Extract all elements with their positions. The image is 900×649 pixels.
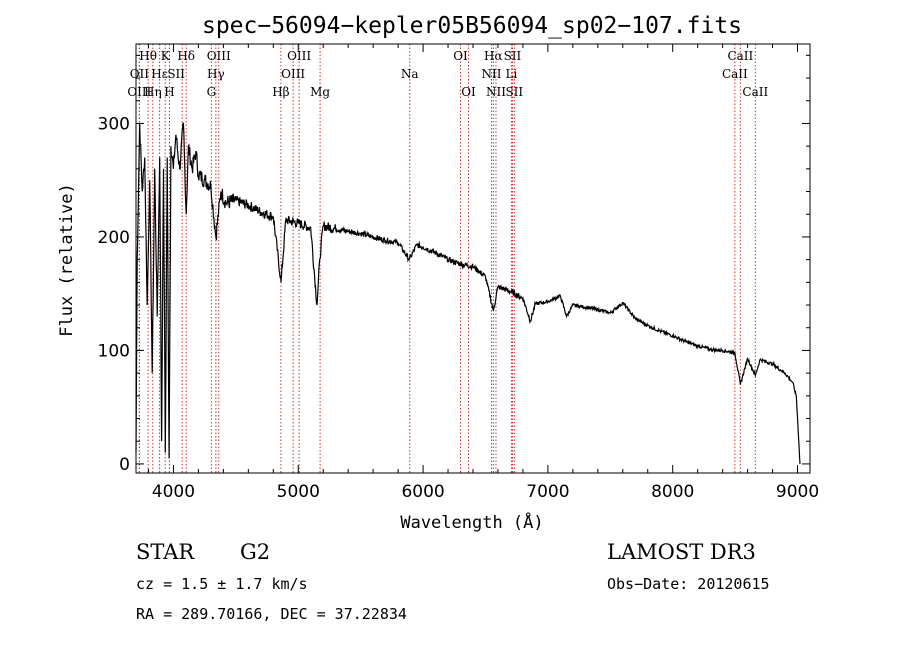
line-label-20: NII	[481, 67, 501, 81]
line-label-0: Hθ	[139, 49, 157, 63]
y-tick-label-2: 200	[98, 228, 130, 248]
line-label-18: OI	[461, 85, 476, 99]
line-label-1: OII	[130, 67, 150, 81]
object-class: STAR	[136, 540, 195, 564]
line-label-27: CaII	[742, 85, 768, 99]
y-axis-label: Flux (relative)	[57, 183, 77, 337]
plot-frame	[135, 43, 811, 474]
line-label-14: OIII	[281, 67, 305, 81]
chart-title: spec−56094−kepler05B56094_sp02−107.fits	[202, 13, 742, 39]
line-label-13: OIII	[287, 49, 311, 63]
obs-date: Obs−Date: 20120615	[607, 575, 770, 593]
line-label-4: Hε	[151, 67, 168, 81]
line-label-21: NII	[486, 85, 506, 99]
line-label-17: OI	[453, 49, 468, 63]
y-tick-label-1: 100	[98, 341, 130, 361]
line-label-7: SII	[167, 67, 185, 81]
spectrum-series	[135, 122, 801, 464]
line-label-15: Mg	[310, 85, 330, 99]
x-tick-label-0: 4000	[152, 482, 195, 502]
line-label-10: Hγ	[207, 67, 225, 81]
x-axis-label: Wavelength (Å)	[400, 511, 543, 533]
line-label-22: SII	[504, 49, 522, 63]
line-label-12: Hβ	[272, 85, 289, 99]
line-label-3: Hη	[144, 85, 162, 99]
line-label-9: OIII	[207, 49, 231, 63]
line-label-23: Li	[506, 67, 518, 81]
y-axis: 0 100 200 300	[98, 54, 810, 475]
x-axis: 4000 5000 6000 7000 8000 9000	[147, 44, 819, 502]
x-tick-label-3: 7000	[526, 482, 569, 502]
y-tick-label-3: 300	[98, 114, 130, 134]
line-label-19: Hα	[484, 49, 503, 63]
line-label-16: Na	[401, 67, 419, 81]
line-label-2: OIII	[127, 85, 151, 99]
line-label-8: Hδ	[177, 49, 195, 63]
line-label-11: G	[207, 85, 217, 99]
x-tick-label-4: 8000	[651, 482, 694, 502]
redshift-text: cz = 1.5 ± 1.7 km/s	[136, 575, 308, 593]
y-tick-label-0: 0	[119, 455, 130, 475]
spectral-line-markers	[138, 44, 756, 473]
x-tick-label-5: 9000	[776, 482, 819, 502]
line-label-26: CaII	[722, 67, 748, 81]
line-label-25: CaII	[727, 49, 753, 63]
line-label-6: H	[164, 85, 174, 99]
x-tick-label-1: 5000	[277, 482, 320, 502]
x-tick-label-2: 6000	[401, 482, 444, 502]
line-label-5: K	[161, 49, 171, 63]
survey-name: LAMOST DR3	[607, 540, 756, 564]
line-label-24: SII	[505, 85, 523, 99]
coordinates: RA = 289.70166, DEC = 37.22834	[136, 605, 407, 623]
object-subclass: G2	[240, 540, 270, 564]
